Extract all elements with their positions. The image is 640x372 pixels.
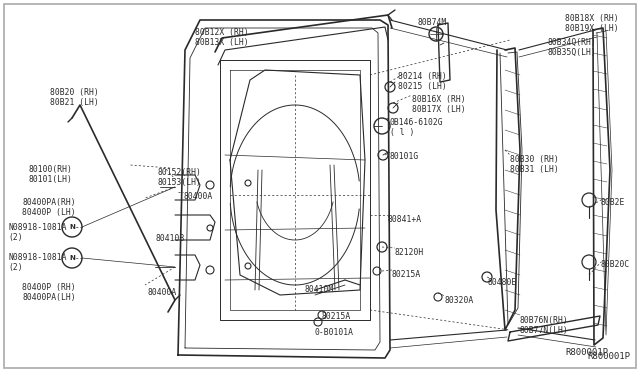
Text: 80B20 (RH)
80B21 (LH): 80B20 (RH) 80B21 (LH) <box>50 88 99 108</box>
Text: 80B74M: 80B74M <box>418 18 447 27</box>
Text: 80101G: 80101G <box>390 152 419 161</box>
Text: N08918-1081A
(2): N08918-1081A (2) <box>8 253 67 272</box>
Text: 0-B0101A: 0-B0101A <box>315 328 354 337</box>
Text: 80215A: 80215A <box>322 312 351 321</box>
Text: 80215A: 80215A <box>392 270 421 279</box>
Text: N: N <box>69 255 75 261</box>
Text: 80B30 (RH)
80B31 (LH): 80B30 (RH) 80B31 (LH) <box>510 155 559 174</box>
Text: 80400A: 80400A <box>148 288 177 297</box>
Text: 80B12X (RH)
80B13X (LH): 80B12X (RH) 80B13X (LH) <box>195 28 248 47</box>
Text: 80480E: 80480E <box>488 278 517 287</box>
Text: 80152(RH)
80153(LH): 80152(RH) 80153(LH) <box>158 168 202 187</box>
Text: 80B16X (RH)
80B17X (LH): 80B16X (RH) 80B17X (LH) <box>412 95 466 115</box>
Text: 80400A: 80400A <box>183 192 212 201</box>
Text: 80400P (RH)
80400PA(LH): 80400P (RH) 80400PA(LH) <box>22 283 76 302</box>
Text: 80400PA(RH)
80400P (LH): 80400PA(RH) 80400P (LH) <box>22 198 76 217</box>
Text: N: N <box>69 224 75 230</box>
Text: R800001P: R800001P <box>565 348 608 357</box>
Text: 80410B: 80410B <box>155 234 184 243</box>
Text: 80B34Q(RH)
80B35Q(LH): 80B34Q(RH) 80B35Q(LH) <box>548 38 596 57</box>
Text: 80320A: 80320A <box>445 296 474 305</box>
Text: 80B2E: 80B2E <box>601 198 625 207</box>
Text: N08918-1081A
(2): N08918-1081A (2) <box>8 223 67 243</box>
Text: 80B76N(RH)
80B77N(LH): 80B76N(RH) 80B77N(LH) <box>520 316 569 336</box>
Text: 80B20C: 80B20C <box>601 260 630 269</box>
Text: 80100(RH)
80101(LH): 80100(RH) 80101(LH) <box>28 165 72 185</box>
Text: 80B18X (RH)
80B19X (LH): 80B18X (RH) 80B19X (LH) <box>565 14 619 33</box>
Text: 80410M: 80410M <box>305 285 334 294</box>
Text: 0B146-6102G
( l ): 0B146-6102G ( l ) <box>390 118 444 137</box>
Text: 80214 (RH)
80215 (LH): 80214 (RH) 80215 (LH) <box>398 72 447 92</box>
Text: 82120H: 82120H <box>395 248 424 257</box>
Text: R800001P: R800001P <box>587 352 630 361</box>
Text: 80841+A: 80841+A <box>388 215 422 224</box>
